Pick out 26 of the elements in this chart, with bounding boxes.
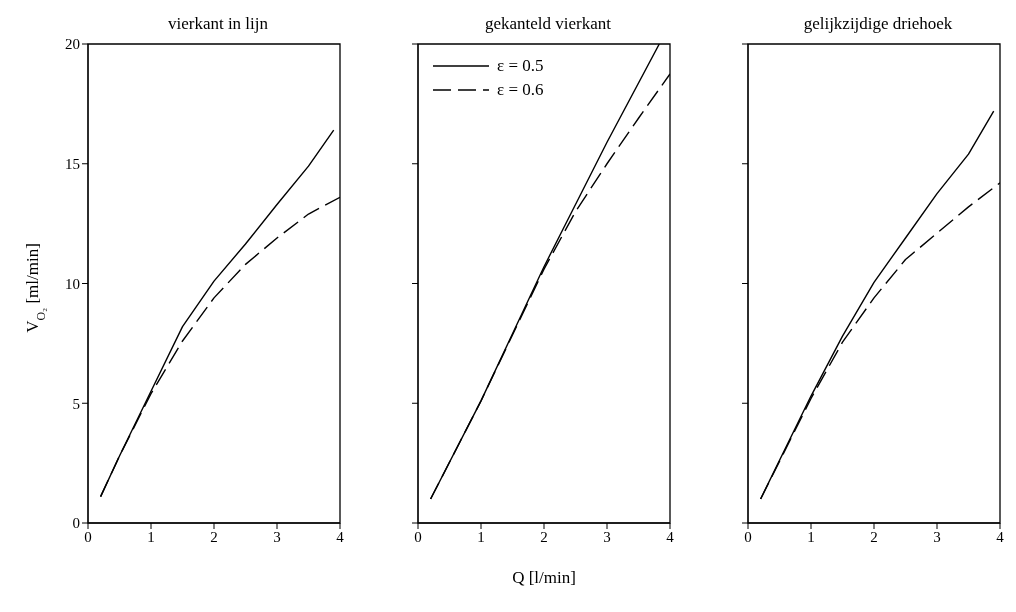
x-tick-label: 2: [870, 528, 878, 545]
legend-label: ε = 0.6: [497, 80, 544, 100]
x-tick-label: 2: [540, 528, 548, 545]
y-tick-label: 10: [65, 275, 80, 292]
x-tick-label: 2: [210, 528, 218, 545]
x-tick-label: 1: [807, 528, 815, 545]
x-tick-label: 0: [414, 528, 422, 545]
x-tick-label: 1: [477, 528, 485, 545]
chart-title: gelijkzijdige driehoek: [802, 14, 954, 34]
x-tick-label: 4: [336, 528, 345, 545]
x-tick-label: 3: [273, 528, 281, 545]
x-tick-label: 4: [666, 528, 675, 545]
x-tick-label: 3: [933, 528, 941, 545]
x-axis-title: Q [l/min]: [511, 568, 577, 588]
x-tick-label: 0: [744, 528, 752, 545]
x-tick-label: 1: [147, 528, 155, 545]
x-tick-label: 0: [84, 528, 92, 545]
y-tick-label: 15: [65, 156, 80, 173]
y-tick-label: 20: [65, 36, 80, 53]
x-tick-label: 4: [996, 528, 1005, 545]
chart-title: gekanteld vierkant: [484, 14, 612, 34]
chart-title: vierkant in lijn: [166, 14, 270, 34]
y-tick-label: 0: [72, 515, 80, 532]
legend-label: ε = 0.5: [497, 56, 544, 76]
x-tick-label: 3: [603, 528, 611, 545]
y-tick-label: 5: [72, 395, 80, 412]
